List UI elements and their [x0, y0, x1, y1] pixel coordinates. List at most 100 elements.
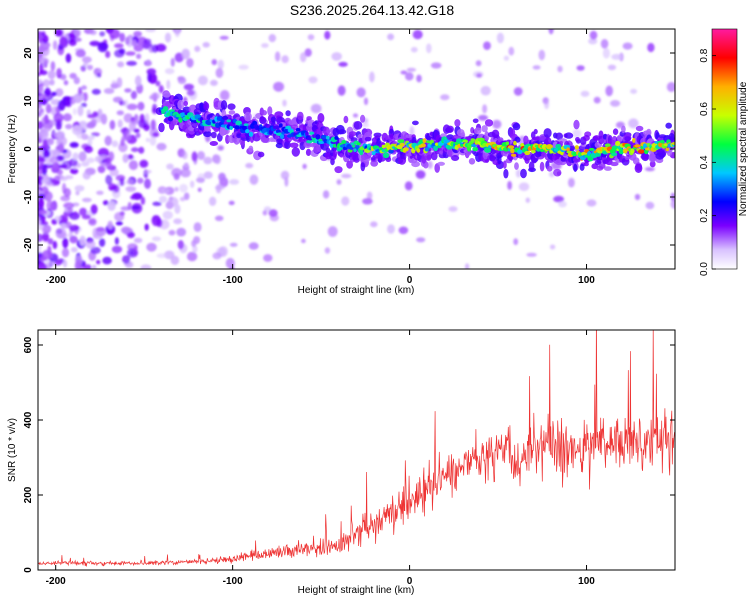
spectrogram-noise-blob	[211, 59, 218, 66]
spectrogram-ridge-core	[472, 147, 479, 152]
spectrogram-noise-blob	[308, 76, 318, 84]
spectrogram-noise-blob	[74, 185, 85, 192]
spectrogram-ridge-halo	[291, 147, 300, 157]
spectrogram-noise-blob	[52, 240, 58, 250]
spectrogram-noise-blob	[80, 102, 87, 108]
spectrogram-noise-blob	[127, 202, 132, 211]
spectrogram-noise-blob	[167, 196, 179, 207]
spectrogram-noise-blob	[644, 167, 655, 172]
spectrogram-noise-blob	[49, 156, 59, 164]
spectrogram-noise-blob	[492, 119, 502, 129]
spectrogram-noise-blob	[131, 147, 139, 153]
spectrogram-noise-blob	[70, 168, 79, 175]
spectrogram-noise-blob	[139, 102, 144, 110]
spectrogram-noise-blob	[549, 244, 556, 250]
spectrogram-ridge-halo	[533, 128, 538, 135]
spectrogram-noise-blob	[109, 120, 116, 130]
spectrogram-ridge-halo	[646, 128, 652, 137]
spectrogram-ridge-core	[403, 147, 409, 152]
spectrogram-noise-blob	[90, 246, 101, 254]
spectrogram-noise-blob	[133, 246, 138, 258]
spectrogram-ridge-halo	[546, 165, 553, 172]
spectrogram-noise-blob	[197, 187, 202, 192]
spectrogram-ridge-core	[426, 140, 431, 144]
spectrogram-noise-blob	[370, 221, 378, 228]
spectrogram-ridge-core	[424, 147, 430, 152]
spectrogram-noise-blob	[85, 240, 96, 249]
spectrogram-noise-blob	[111, 140, 119, 148]
spectrogram-ridge-core	[321, 134, 328, 139]
spectrogram-noise-blob	[79, 235, 86, 246]
spectrogram-ridge-core	[315, 134, 321, 140]
spectrogram-noise-blob	[147, 72, 152, 83]
spectrogram-noise-blob	[130, 119, 137, 125]
spectrogram-noise-blob	[158, 85, 164, 94]
spectrogram-ridge-halo	[211, 131, 217, 139]
spectrogram-noise-blob	[54, 29, 63, 37]
spectrogram-noise-blob	[152, 201, 162, 206]
spectrogram-noise-blob	[182, 151, 188, 160]
spectrogram-noise-blob	[114, 43, 124, 49]
spectrogram-noise-blob	[123, 113, 133, 123]
spectrogram-noise-blob	[179, 183, 188, 193]
spectrogram-ridge-core	[318, 141, 325, 144]
spectrogram-noise-blob	[190, 180, 195, 188]
spectrogram-ridge-core	[226, 119, 231, 123]
spectrogram-noise-blob	[56, 169, 63, 176]
spectrogram-noise-blob	[44, 87, 51, 97]
spectrogram-noise-blob	[82, 62, 89, 67]
spectrogram-ridge-halo	[472, 118, 479, 124]
spectrogram-noise-blob	[79, 121, 90, 131]
spectrogram-noise-blob	[64, 175, 74, 180]
spectrogram-noise-blob	[538, 49, 546, 61]
spectrogram-ridge-core	[594, 152, 602, 157]
spectrogram-ridge-core	[245, 129, 250, 134]
spectrogram-ridge-halo	[203, 131, 212, 138]
spectrogram-noise-blob	[202, 42, 210, 48]
spectrogram-ridge-halo	[621, 125, 626, 134]
spectrogram-ridge-core	[462, 139, 469, 143]
spectrogram-noise-blob	[647, 42, 655, 53]
spectrogram-noise-blob	[412, 29, 423, 40]
spectrogram-ridge-halo	[349, 131, 357, 137]
spectrogram-noise-blob	[122, 255, 131, 264]
spectrogram-noise-blob	[415, 170, 426, 179]
spectrogram-ridge-halo	[573, 163, 578, 172]
spectrogram-noise-blob	[152, 132, 160, 138]
spectrogram-noise-blob	[208, 196, 217, 206]
spectrogram-ridge-core	[325, 135, 330, 140]
spectrogram-noise-blob	[186, 251, 198, 262]
colorbar-tick-label: 0.0	[699, 262, 710, 276]
spectrogram-ridge-core	[221, 115, 229, 120]
spectrogram-ridge-core	[470, 138, 475, 142]
spectrogram-noise-blob	[215, 67, 224, 78]
spectrogram-noise-blob	[96, 226, 105, 232]
spectrogram-noise-blob	[139, 159, 149, 168]
spectrogram-ridge-core	[207, 114, 213, 118]
spectrogram-noise-blob	[38, 233, 43, 242]
spectrogram-ridge-halo	[204, 102, 210, 110]
spectrogram-noise-blob	[131, 39, 137, 47]
spectrogram-noise-blob	[133, 237, 143, 243]
spectrogram-noise-blob	[477, 114, 489, 121]
spectrogram-ridge-halo	[555, 132, 563, 141]
spectrogram-y-tick-label: 10	[23, 95, 34, 107]
spectrogram-noise-blob	[45, 103, 52, 114]
spectrogram-noise-blob	[72, 108, 77, 115]
spectrogram-noise-blob	[515, 169, 522, 178]
spectrogram-ridge-halo	[261, 110, 267, 116]
spectrogram-noise-blob	[80, 65, 87, 72]
spectrogram-ridge-halo	[177, 99, 185, 110]
spectrogram-noise-blob	[42, 150, 51, 158]
spectrogram-ridge-core	[295, 127, 301, 132]
spectrogram-ridge-core	[422, 138, 427, 144]
spectrogram-ridge-halo	[624, 136, 631, 142]
spectrogram-noise-blob	[125, 186, 137, 192]
spectrogram-noise-blob	[611, 53, 622, 60]
spectrogram-noise-blob	[47, 238, 54, 245]
spectrogram-ridge-core	[347, 149, 353, 153]
spectrogram-noise-blob	[70, 247, 78, 253]
spectrogram-ridge-core	[420, 143, 426, 148]
spectrogram-noise-blob	[430, 62, 442, 69]
spectrogram-noise-blob	[405, 72, 414, 81]
